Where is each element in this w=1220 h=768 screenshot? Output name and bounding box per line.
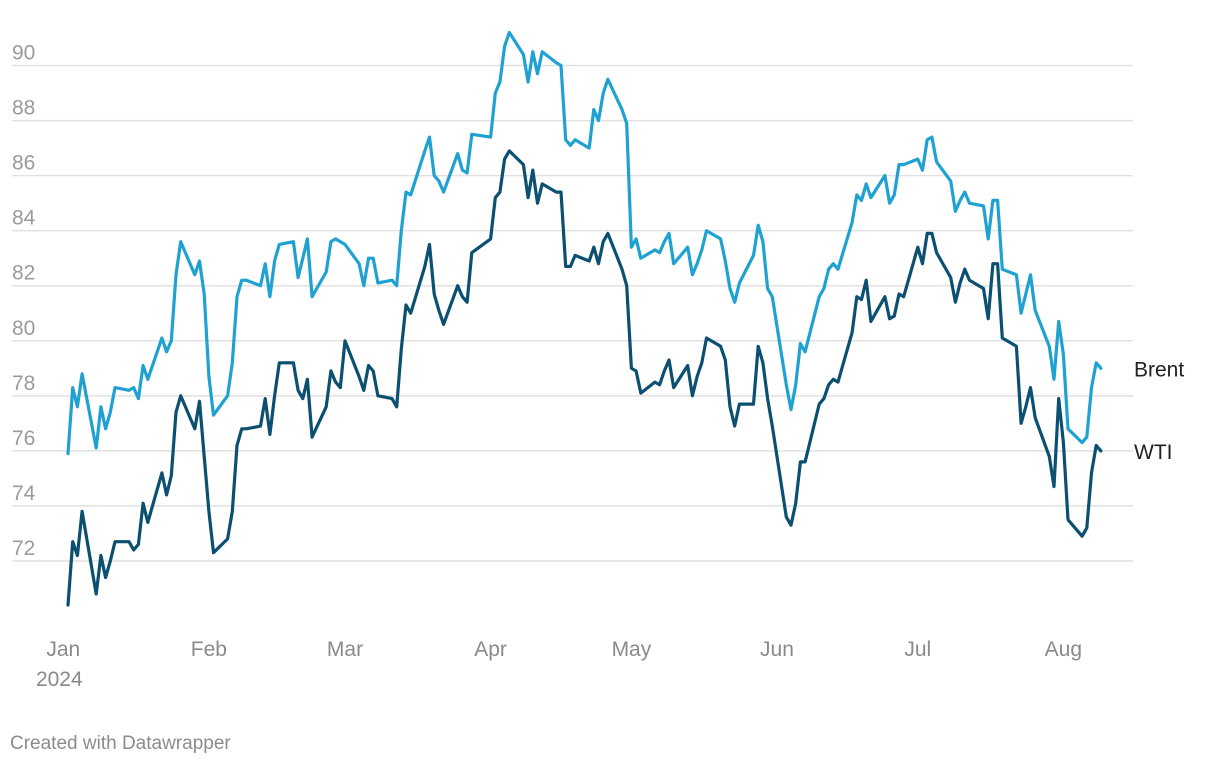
series-label-wti: WTI [1134,441,1172,464]
y-tick-label: 88 [12,97,35,120]
x-tick-label: Mar [327,638,363,661]
x-tick-label: Apr [474,638,507,661]
y-tick-label: 90 [12,42,35,65]
series-line-wti [66,149,1103,607]
y-tick-label: 76 [12,427,35,450]
y-tick-label: 72 [12,537,35,560]
y-tick-label: 74 [12,482,36,505]
y-axis-ticks: 72 74 76 78 80 82 84 86 88 90 [12,42,36,560]
series-lines [66,30,1103,607]
series-label-brent: Brent [1134,358,1184,381]
x-tick-label: May [612,638,652,661]
y-tick-label: 86 [12,152,35,175]
x-tick-label: Aug [1045,638,1082,661]
series-line-brent [66,30,1103,456]
gridlines [12,64,1133,562]
x-tick-label: Jun [760,638,794,661]
x-tick-label: Jul [904,638,931,661]
x-tick-sublabel: 2024 [36,668,83,691]
y-tick-label: 80 [12,317,35,340]
y-tick-label: 78 [12,372,35,395]
y-tick-label: 82 [12,262,35,285]
datawrapper-credit[interactable]: Created with Datawrapper [10,733,231,754]
series-labels: Brent WTI [1134,358,1184,464]
x-tick-label: Jan [46,638,80,661]
y-tick-label: 84 [12,207,36,230]
x-axis-ticks: Jan 2024 Feb Mar Apr May Jun Jul Aug [36,638,1082,691]
x-tick-label: Feb [191,638,227,661]
